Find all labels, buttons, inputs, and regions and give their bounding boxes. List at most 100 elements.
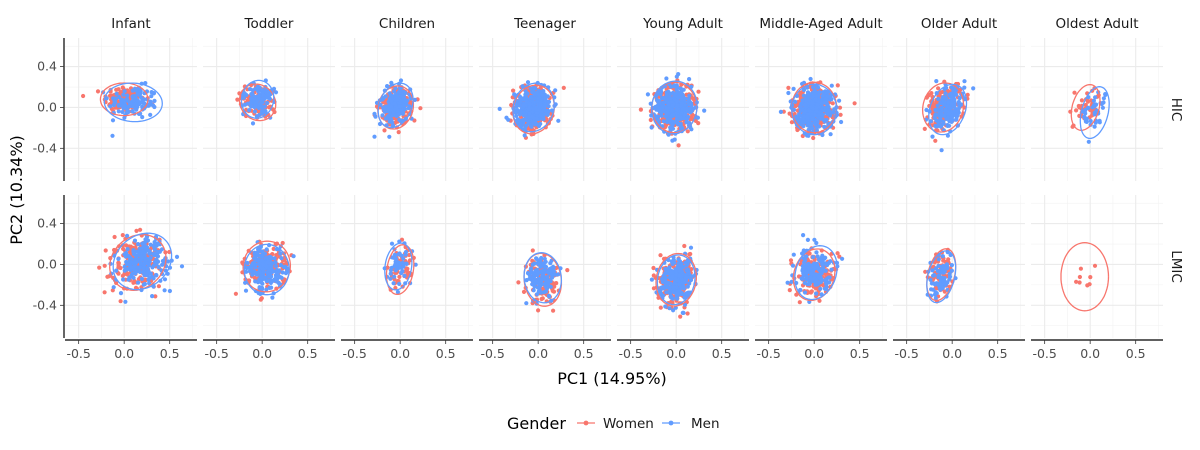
data-point-women (685, 311, 690, 316)
data-point-men (952, 97, 957, 102)
data-point-men (538, 283, 543, 289)
data-point-men (825, 94, 831, 99)
data-point-men (122, 115, 127, 120)
data-point-men (148, 255, 153, 260)
data-point-men (520, 96, 525, 101)
data-point-men (403, 252, 408, 257)
data-point-men (794, 114, 799, 119)
data-point-men (278, 263, 283, 268)
data-point-men (264, 255, 269, 260)
data-point-men (147, 281, 152, 286)
data-point-men (252, 109, 258, 114)
data-point-women (544, 117, 549, 122)
data-point-men (678, 115, 683, 120)
data-point-men (686, 290, 691, 295)
data-point-women (271, 246, 276, 251)
panel-lmic-children (341, 195, 473, 338)
data-point-men (395, 290, 400, 295)
data-point-men (534, 256, 539, 261)
data-point-men (407, 104, 412, 109)
data-point-men (540, 114, 545, 119)
data-point-men (372, 111, 377, 116)
data-point-men (658, 89, 664, 94)
data-point-men (160, 258, 165, 264)
data-point-men (271, 86, 277, 91)
data-point-men (388, 271, 393, 276)
data-point-men (112, 102, 117, 107)
data-point-men (162, 288, 167, 293)
data-point-men (126, 104, 131, 109)
data-point-women (929, 91, 934, 96)
data-point-men (673, 305, 678, 310)
data-point-men (398, 98, 403, 103)
data-point-men (268, 255, 273, 260)
data-point-men (1103, 92, 1108, 97)
data-point-men (674, 117, 679, 122)
data-point-men (675, 89, 680, 94)
data-point-men (522, 113, 527, 118)
data-point-men (1084, 116, 1089, 121)
data-point-men (941, 121, 946, 126)
data-point-men (143, 246, 149, 251)
data-point-men (400, 269, 405, 274)
data-point-men (114, 268, 119, 273)
data-point-men (816, 93, 821, 98)
data-point-men (1088, 118, 1093, 124)
data-point-men (800, 98, 805, 103)
data-point-women (930, 106, 935, 111)
data-point-men (125, 247, 130, 252)
data-point-men (151, 91, 156, 96)
data-point-men (129, 256, 134, 261)
data-point-men (663, 114, 668, 119)
grid-lmic-young-adult (617, 195, 749, 338)
data-point-men (113, 96, 119, 101)
grid-lmic-teenager (479, 195, 611, 338)
data-point-men (522, 133, 527, 138)
data-point-men (529, 124, 534, 129)
data-point-men (803, 102, 808, 107)
data-point-men (539, 278, 544, 283)
data-point-men (808, 76, 813, 82)
data-point-men (667, 265, 672, 270)
data-point-men (389, 104, 394, 109)
plot-area-lmic-infant (97, 227, 185, 304)
data-point-men (152, 98, 157, 103)
data-point-men (527, 101, 532, 106)
data-point-men (143, 237, 148, 242)
data-point-women (786, 85, 791, 90)
confidence-ellipse-men (512, 82, 555, 133)
data-point-men (542, 104, 547, 109)
data-point-men (258, 248, 263, 253)
data-point-men (943, 91, 948, 96)
data-point-men (677, 288, 682, 294)
data-point-men (260, 281, 265, 286)
data-point-women (789, 120, 795, 125)
data-point-women (676, 143, 681, 148)
data-point-women (256, 109, 261, 114)
data-point-women (134, 228, 139, 233)
data-point-men (174, 254, 180, 259)
confidence-ellipse-men (112, 232, 173, 291)
data-point-men (702, 108, 707, 113)
data-point-men (260, 262, 265, 267)
data-point-women (936, 86, 941, 91)
data-point-men (797, 112, 802, 117)
data-point-men (685, 117, 690, 122)
data-point-men (808, 109, 813, 114)
data-point-men (527, 111, 532, 116)
data-point-women (838, 112, 843, 117)
data-point-men (497, 106, 502, 111)
data-point-men (134, 259, 139, 264)
data-point-men (400, 261, 405, 266)
data-point-men (839, 119, 844, 125)
data-point-women (693, 118, 698, 123)
data-point-men (672, 281, 677, 286)
data-point-men (389, 241, 395, 246)
data-point-men (523, 92, 528, 97)
data-point-women (819, 120, 824, 125)
data-point-men (778, 109, 784, 114)
plot-area-hic-toddler (235, 78, 279, 126)
data-point-men (822, 108, 827, 113)
data-point-men (134, 107, 139, 112)
data-point-men (532, 284, 537, 289)
